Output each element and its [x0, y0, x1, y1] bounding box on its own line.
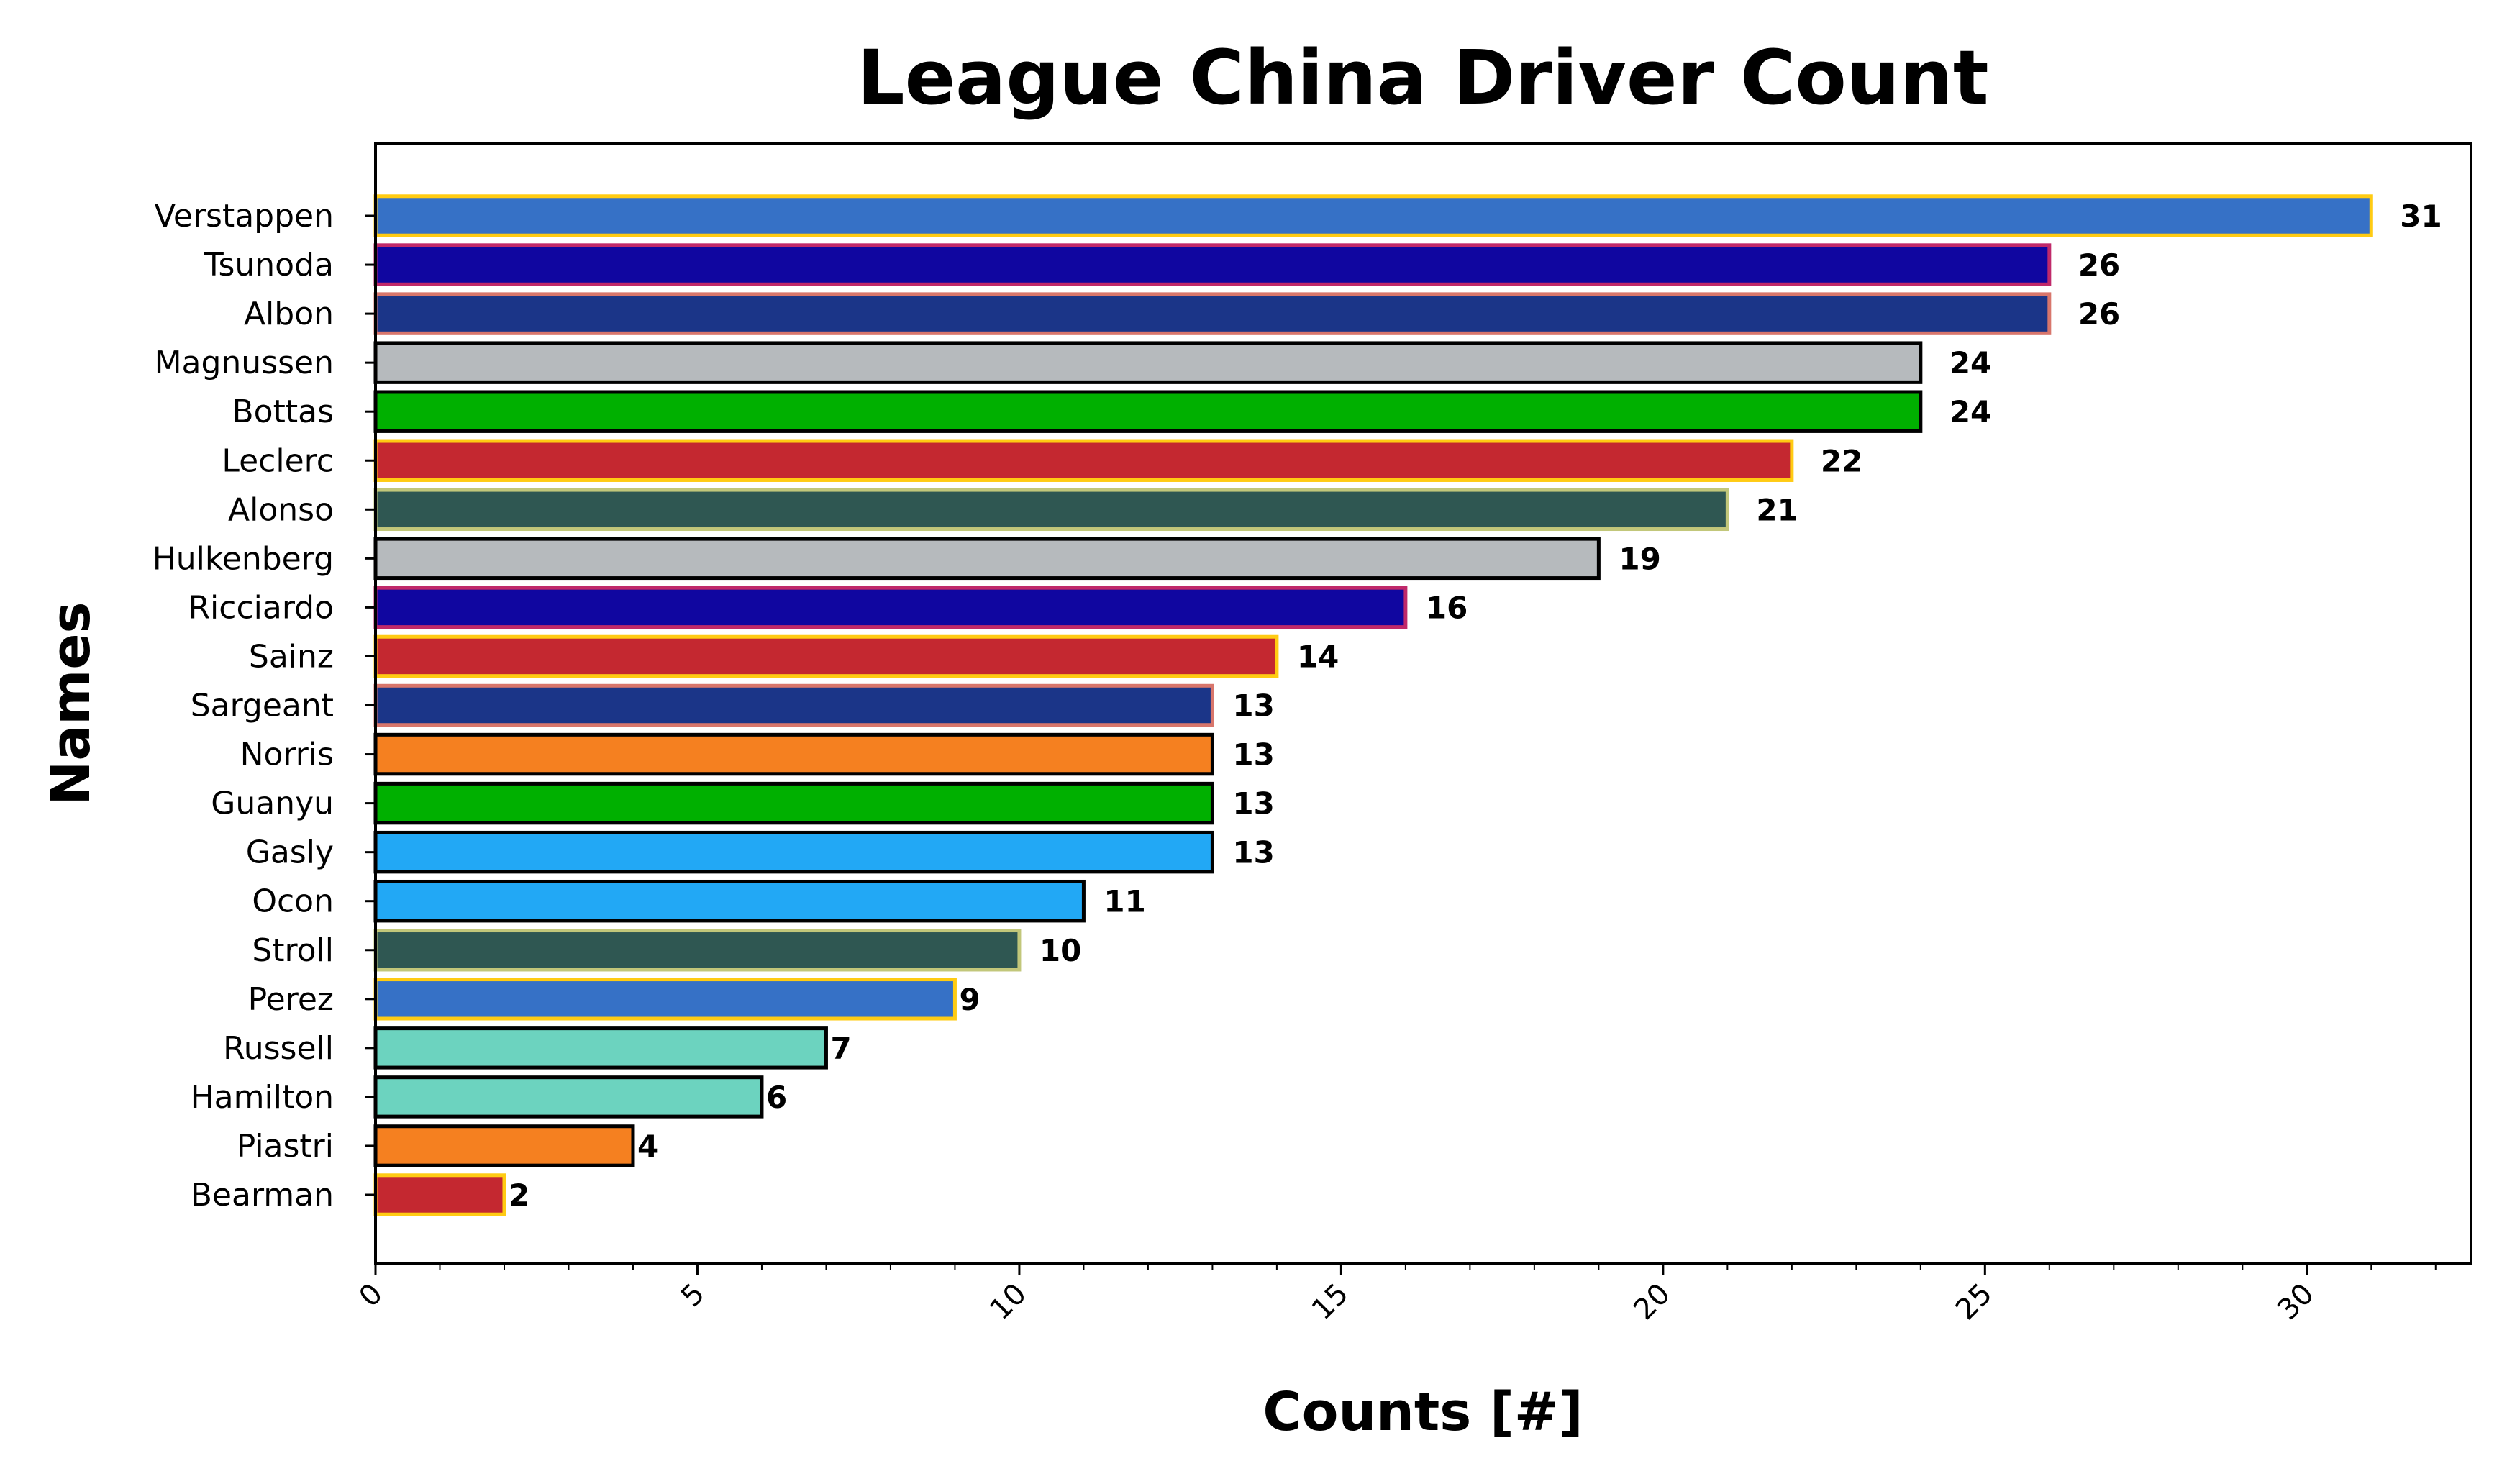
bar — [373, 978, 957, 1021]
data-label: 19 — [1619, 541, 1660, 576]
data-label: 24 — [1949, 345, 1991, 381]
y-tick-label: Tsunoda — [204, 247, 334, 283]
bar — [373, 292, 2052, 335]
y-tick-label: Sargeant — [191, 688, 334, 724]
data-label: 4 — [637, 1129, 658, 1164]
data-label: 13 — [1232, 835, 1274, 870]
bar — [373, 341, 1923, 384]
y-tick-labels: Verstappen Tsunoda Albon Magnussen Bottas Lec… — [153, 198, 334, 1214]
y-tick-label: Hamilton — [191, 1079, 334, 1116]
bar — [373, 390, 1923, 433]
y-ticks — [365, 214, 376, 1196]
bar — [373, 439, 1794, 482]
bar — [373, 879, 1086, 923]
bar — [373, 537, 1601, 581]
y-tick-label: Russell — [223, 1030, 334, 1067]
data-label: 10 — [1039, 933, 1081, 968]
y-tick-label: Norris — [240, 737, 334, 773]
y-tick-label: Alonso — [228, 491, 334, 528]
y-tick-label: Ricciardo — [188, 589, 334, 626]
x-tick-label: 25 — [1949, 1278, 1999, 1327]
data-label: 14 — [1297, 639, 1339, 674]
y-tick-label: Hulkenberg — [153, 540, 334, 577]
bar — [373, 781, 1214, 825]
y-tick-label: Gasly — [246, 834, 334, 871]
y-tick-label: Bottas — [232, 393, 335, 430]
bar — [373, 830, 1214, 874]
data-label: 7 — [830, 1031, 851, 1066]
x-tick-label: 30 — [2271, 1278, 2321, 1327]
plot-frame — [374, 142, 2472, 1265]
chart-title: League China Driver Count — [857, 34, 1988, 122]
bar — [373, 929, 1022, 972]
bar — [373, 586, 1408, 629]
bar — [373, 1124, 635, 1167]
y-tick-label: Albon — [244, 296, 334, 332]
y-tick-label: Sainz — [249, 638, 334, 675]
bar — [373, 194, 2373, 237]
bar — [373, 732, 1214, 776]
data-label: 13 — [1232, 688, 1274, 724]
y-tick-label: Verstappen — [154, 198, 334, 235]
data-label: 13 — [1232, 737, 1274, 773]
data-label: 13 — [1232, 786, 1274, 821]
data-label: 26 — [2078, 296, 2120, 332]
data-label: 21 — [1756, 492, 1798, 527]
bars-group — [373, 194, 2373, 1216]
y-axis-label: Names — [40, 601, 102, 805]
data-label: 2 — [509, 1178, 529, 1213]
data-label: 16 — [1426, 590, 1468, 625]
y-tick-label: Ocon — [252, 883, 334, 920]
data-label: 9 — [959, 982, 980, 1017]
y-tick-label: Piastri — [237, 1128, 334, 1165]
x-axis-label: Counts [#] — [1262, 1381, 1583, 1443]
y-tick-label: Stroll — [252, 932, 334, 969]
data-label: 31 — [2400, 199, 2442, 234]
x-tick-label: 20 — [1627, 1278, 1677, 1327]
bar — [373, 243, 2052, 286]
bar — [373, 1026, 828, 1070]
bar — [373, 1173, 506, 1216]
data-label: 6 — [766, 1080, 787, 1115]
x-ticks — [374, 1264, 2437, 1275]
x-tick-label: 10 — [983, 1278, 1033, 1327]
x-tick-label: 0 — [353, 1278, 390, 1314]
data-label: 11 — [1104, 884, 1145, 919]
x-tick-labels: 0 5 10 15 20 25 30 — [353, 1278, 2321, 1327]
bar — [373, 634, 1279, 678]
y-tick-label: Perez — [248, 981, 334, 1018]
bar — [373, 488, 1729, 532]
data-label: 26 — [2078, 247, 2120, 283]
y-tick-label: Leclerc — [222, 442, 334, 479]
y-tick-label: Guanyu — [211, 786, 334, 822]
bar — [373, 1075, 764, 1119]
bar — [373, 683, 1214, 727]
data-label: 22 — [1821, 443, 1862, 478]
y-tick-label: Magnussen — [155, 345, 334, 381]
x-tick-label: 5 — [675, 1278, 711, 1314]
x-tick-label: 15 — [1306, 1278, 1355, 1327]
data-label: 24 — [1949, 394, 1991, 429]
y-tick-label: Bearman — [191, 1177, 334, 1214]
data-labels: 31 26 26 24 24 22 21 19 16 14 13 13 13 13 11 10 9 7 6 4 2 — [509, 199, 2442, 1213]
